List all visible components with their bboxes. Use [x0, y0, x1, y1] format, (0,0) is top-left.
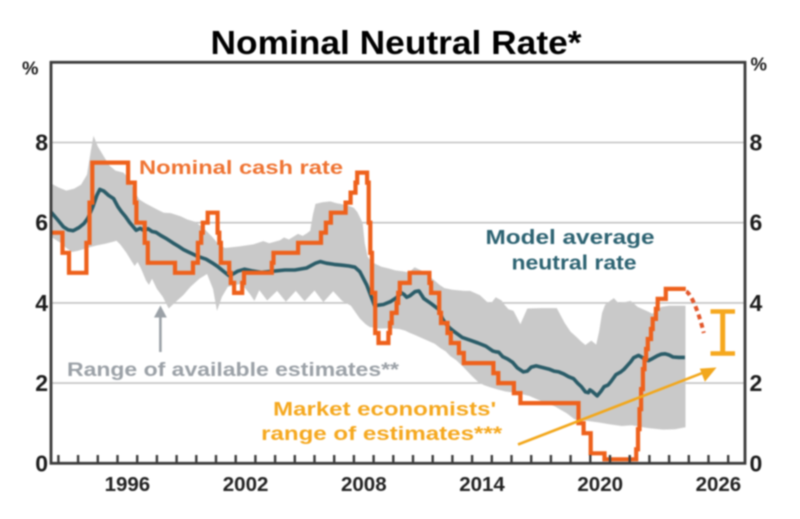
svg-text:neutral rate: neutral rate	[512, 253, 637, 275]
svg-text:2002: 2002	[223, 473, 269, 496]
svg-text:1996: 1996	[105, 473, 151, 496]
svg-text:Nominal Neutral Rate*: Nominal Neutral Rate*	[211, 24, 582, 61]
svg-text:Model average: Model average	[486, 227, 655, 249]
svg-text:6: 6	[35, 210, 48, 236]
svg-text:0: 0	[35, 450, 48, 476]
svg-text:8: 8	[750, 130, 763, 156]
svg-text:2008: 2008	[341, 473, 387, 496]
svg-text:2020: 2020	[577, 473, 623, 496]
svg-text:%: %	[751, 54, 767, 75]
svg-text:0: 0	[750, 450, 763, 476]
svg-text:2: 2	[35, 370, 48, 396]
svg-text:4: 4	[35, 290, 48, 316]
svg-text:range of estimates***: range of estimates***	[261, 423, 503, 445]
svg-text:8: 8	[35, 130, 48, 156]
svg-text:2: 2	[750, 370, 763, 396]
svg-text:Range of available estimates**: Range of available estimates**	[67, 359, 399, 381]
svg-text:6: 6	[750, 210, 763, 236]
svg-text:4: 4	[750, 290, 763, 316]
svg-text:2014: 2014	[459, 473, 505, 496]
svg-text:2026: 2026	[696, 473, 742, 496]
svg-text:Market economists': Market economists'	[273, 399, 496, 421]
svg-text:%: %	[22, 58, 38, 79]
svg-text:Nominal cash rate: Nominal cash rate	[139, 157, 343, 179]
